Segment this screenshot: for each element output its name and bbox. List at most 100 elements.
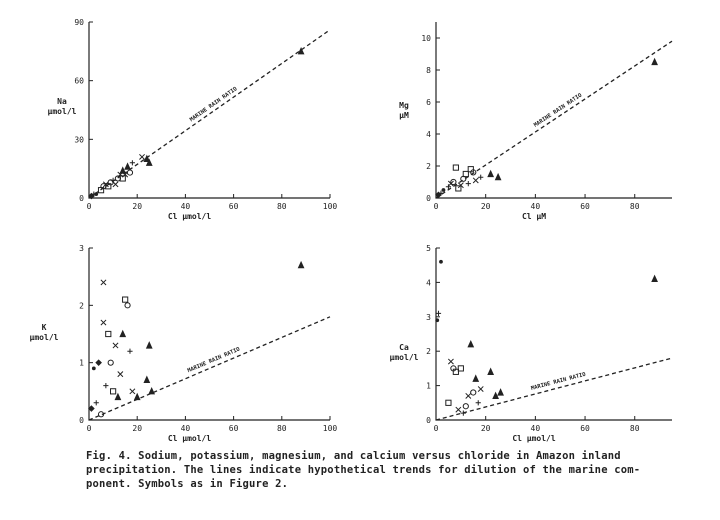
na-x-tick-label: 60 xyxy=(229,202,239,211)
ca-x-tick-label: 60 xyxy=(580,424,590,433)
k-x-axis-label: Cl μmol/l xyxy=(168,434,212,443)
na-x-tick-label: 20 xyxy=(132,202,142,211)
mg-y-tick-label: 2 xyxy=(426,162,431,171)
mg-data-point xyxy=(452,164,459,171)
ca-data-point xyxy=(472,374,480,382)
ca-data-point xyxy=(439,259,443,264)
mg-x-tick-label: 40 xyxy=(531,202,541,211)
k-data-point xyxy=(124,302,131,309)
ca-data-point xyxy=(467,340,475,348)
na-x-tick-label: 0 xyxy=(87,202,92,211)
ca-data-point xyxy=(457,365,464,372)
mg-data-point xyxy=(445,184,452,190)
caption-line-2: precipitation. The lines indicate hypoth… xyxy=(86,464,641,476)
ca-data-point xyxy=(492,391,499,400)
ca-data-point xyxy=(455,406,462,413)
ca-data-point xyxy=(435,310,442,316)
na-data-point xyxy=(94,192,99,196)
na-y-tick-label: 0 xyxy=(79,194,84,203)
ca-x-axis-label: Cl μmol/l xyxy=(512,434,556,443)
na-data-point xyxy=(119,166,127,174)
ca-data-point xyxy=(470,389,477,396)
k-data-point xyxy=(100,279,107,286)
k-data-point xyxy=(110,388,117,395)
ca-y-tick-label: 4 xyxy=(426,278,431,287)
k-data-point xyxy=(119,329,127,338)
k-data-point xyxy=(127,348,133,354)
k-data-point xyxy=(95,359,102,366)
k-chart: 0 20 40 60 80 100 0 1 2 3 Cl μmol/l K μmol/l MARINE R… xyxy=(30,244,338,443)
k-x-tick-label: 60 xyxy=(229,424,239,433)
na-data-point xyxy=(145,158,153,166)
k-data-point xyxy=(88,405,95,412)
ca-x-tick-label: 80 xyxy=(630,424,640,433)
ca-marine-ratio-label: MARINE RAIN RATIO xyxy=(530,372,587,392)
mg-data-point xyxy=(438,190,444,196)
k-y-tick-label: 2 xyxy=(79,301,84,310)
ca-data-point xyxy=(435,318,440,323)
ca-data-point xyxy=(460,410,466,416)
na-y-tick-label: 90 xyxy=(74,18,84,27)
k-data-point xyxy=(91,366,96,371)
k-data-point xyxy=(112,342,119,349)
mg-y-axis-label: Mg μM xyxy=(399,101,409,120)
k-data-point xyxy=(133,392,141,401)
mg-data-point xyxy=(478,174,484,180)
na-x-axis-label: Cl μmol/l xyxy=(168,212,212,221)
ca-data-point xyxy=(452,368,459,375)
na-marine-ratio-label: MARINE RAIN RATIO xyxy=(189,86,239,124)
k-data-point xyxy=(114,392,122,401)
mg-x-tick-label: 20 xyxy=(481,202,491,211)
k-y-tick-label: 1 xyxy=(79,359,84,368)
k-data-point xyxy=(105,330,112,338)
caption-line-3: ponent. Symbols as in Figure 2. xyxy=(86,478,289,490)
na-y-tick-label: 30 xyxy=(74,135,84,144)
ca-y-tick-label: 3 xyxy=(426,313,431,322)
mg-chart: 0 20 40 60 80 0 2 4 6 8 10 Cl μM Mg μM MARINE RAIN RAT… xyxy=(399,22,673,221)
ca-marine-ratio-line xyxy=(435,357,673,421)
ca-data-point xyxy=(477,386,484,392)
na-data-point xyxy=(124,162,131,170)
na-data-point xyxy=(129,160,135,166)
mg-data-point xyxy=(465,181,471,187)
mg-data-point xyxy=(457,182,464,189)
mg-y-tick-label: 4 xyxy=(426,130,431,139)
ca-y-tick-label: 0 xyxy=(426,416,431,425)
k-y-tick-label: 3 xyxy=(79,244,84,253)
k-x-tick-label: 80 xyxy=(277,424,287,433)
mg-data-point xyxy=(487,169,495,178)
k-data-point xyxy=(97,411,105,418)
ca-y-tick-label: 1 xyxy=(426,382,431,391)
na-data-point xyxy=(139,153,145,160)
na-y-axis-label: Na μmol/l xyxy=(48,97,77,116)
ca-data-point xyxy=(497,388,504,396)
ca-data-point xyxy=(445,399,452,406)
mg-x-tick-label: 80 xyxy=(630,202,640,211)
mg-data-point xyxy=(651,57,658,66)
ca-x-tick-label: 20 xyxy=(481,424,491,433)
ca-x-tick-label: 40 xyxy=(531,424,541,433)
k-data-point xyxy=(148,387,156,395)
k-x-tick-label: 40 xyxy=(181,424,191,433)
ca-y-tick-label: 5 xyxy=(426,244,431,253)
mg-data-point xyxy=(462,170,469,178)
k-data-point xyxy=(129,388,136,395)
k-data-point xyxy=(122,296,129,303)
mg-x-tick-label: 60 xyxy=(580,202,590,211)
k-data-point xyxy=(145,341,153,349)
ca-y-axis-label: Ca μmol/l xyxy=(390,343,419,362)
mg-data-point xyxy=(450,178,457,186)
ca-data-point xyxy=(487,367,495,375)
na-data-point xyxy=(112,181,119,188)
na-x-tick-label: 40 xyxy=(181,202,191,211)
mg-x-axis-label: Cl μM xyxy=(522,212,546,221)
k-data-point xyxy=(117,371,124,378)
na-y-tick-label: 60 xyxy=(74,77,84,86)
k-data-point xyxy=(107,359,114,366)
mg-data-point xyxy=(441,188,446,192)
ca-data-point xyxy=(651,274,658,283)
na-data-point xyxy=(143,154,151,162)
na-data-point xyxy=(119,175,126,182)
